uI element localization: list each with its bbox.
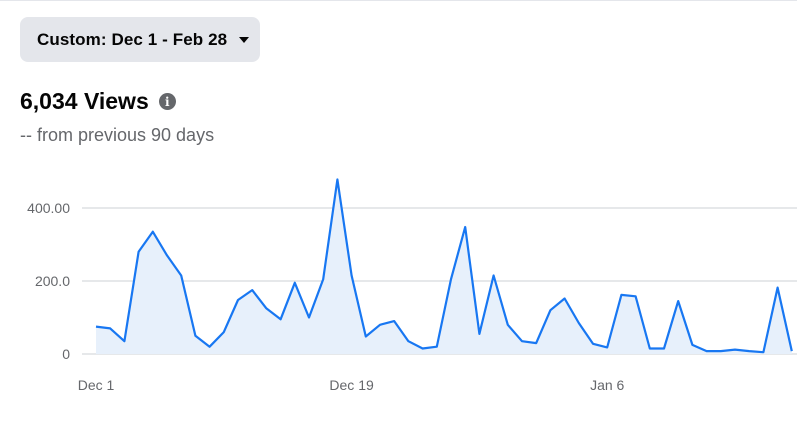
comparison-text: -- from previous 90 days xyxy=(20,125,215,145)
y-tick-label: 200.0 xyxy=(35,273,70,289)
x-tick-label: Dec 19 xyxy=(329,377,374,393)
date-range-dropdown[interactable]: Custom: Dec 1 - Feb 28 xyxy=(20,17,260,62)
x-tick-label: Jan 6 xyxy=(590,377,624,393)
y-tick-label: 0 xyxy=(62,346,70,362)
views-summary: 6,034 Views i xyxy=(20,88,176,115)
date-range-label: Custom: Dec 1 - Feb 28 xyxy=(37,29,228,49)
views-title: 6,034 Views xyxy=(20,88,149,114)
x-tick-label: Dec 1 xyxy=(78,377,115,393)
y-tick-label: 400.00 xyxy=(27,200,70,216)
top-border xyxy=(0,0,797,1)
series-line xyxy=(95,178,793,354)
info-icon[interactable]: i xyxy=(158,93,176,110)
caret-down-icon xyxy=(239,36,250,43)
